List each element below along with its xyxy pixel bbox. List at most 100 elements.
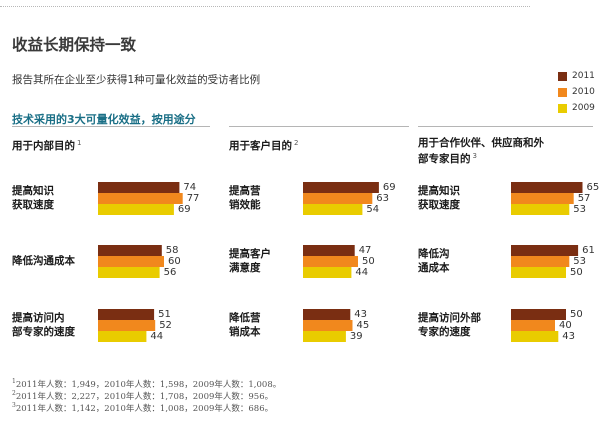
category-label-line: 专家的速度 — [418, 326, 471, 338]
section-heading: 技术采用的3大可量化效益，按用途分 — [12, 113, 196, 126]
bar-2010 — [303, 193, 373, 204]
category-label: 提高知识 获取速度 — [12, 184, 54, 212]
category-label: 提高营 销效能 — [229, 184, 261, 212]
bar-2010 — [303, 320, 353, 331]
footnote-mark: 2 — [12, 390, 16, 398]
bar-2010 — [511, 320, 555, 331]
category-label: 降低沟通成本 — [418, 247, 450, 275]
category-label: 提高访问外部 专家的速度 — [418, 311, 481, 339]
bar-value-label: 63 — [376, 193, 390, 204]
legend-item-2009: 2009 — [558, 100, 595, 116]
legend-label-2011: 2011 — [572, 71, 595, 81]
bar-2011 — [98, 309, 155, 320]
bar-value-label: 69 — [382, 182, 396, 193]
bar-value-label: 77 — [186, 193, 200, 204]
panel-title-customer: 用于客户目的 2 — [229, 137, 419, 153]
footnote-3: 32011年人数：1,142，2010年人数：1,008，2009年人数：686… — [12, 402, 273, 414]
category-label-line: 部专家的速度 — [12, 326, 75, 338]
bar-2011 — [303, 245, 355, 256]
bar-value-label: 47 — [358, 245, 372, 256]
bar-value-label: 50 — [570, 309, 583, 320]
panel-title-partner: 用于合作伙伴、供应商和外 部专家目的 3 — [418, 137, 593, 166]
category-label: 提高知识 获取速度 — [418, 184, 460, 212]
bar-value-label: 65 — [586, 182, 600, 193]
bar-2011 — [98, 245, 162, 256]
bar-value-label: 45 — [356, 320, 370, 331]
bar-value-label: 69 — [177, 204, 191, 215]
category-label-line: 提高知识 — [12, 185, 54, 197]
bar-2010 — [511, 193, 574, 204]
category-label-line: 提高客户 — [229, 248, 271, 260]
category-label-line: 提高访问外部 — [418, 312, 481, 324]
footnote-marker: 1 — [77, 139, 82, 147]
panel-title-line: 用于客户目的 — [229, 140, 292, 152]
page-title: 收益长期保持一致 — [12, 36, 137, 54]
bar-value-label: 44 — [355, 267, 369, 278]
bar-2010 — [98, 193, 183, 204]
legend-label-2009: 2009 — [572, 103, 595, 113]
legend-item-2011: 2011 — [558, 68, 595, 84]
bar-2009 — [98, 204, 174, 215]
bar-2011 — [511, 245, 579, 256]
footnote-text: 2011年人数：1,142，2010年人数：1,008，2009年人数：686。 — [15, 404, 274, 414]
bar-2009 — [98, 267, 160, 278]
bar-value-label: 51 — [158, 309, 171, 320]
category-label-line: 获取速度 — [418, 199, 460, 211]
legend-swatch-2010 — [558, 87, 567, 97]
bar-value-label: 53 — [573, 204, 587, 215]
category-label-line: 获取速度 — [12, 199, 54, 211]
chart-subtitle: 报告其所在企业至少获得1种可量化效益的受访者比例 — [12, 74, 261, 86]
category-label-line: 销效能 — [229, 199, 261, 211]
bar-2010 — [303, 256, 358, 267]
category-label-line: 销成本 — [229, 326, 261, 338]
bar-value-label: 43 — [354, 309, 368, 320]
category-label-line: 通成本 — [418, 262, 450, 274]
category-label: 提高访问内部专家的速度 — [12, 311, 75, 339]
bar-2011 — [98, 182, 180, 193]
bar-value-label: 44 — [150, 331, 164, 342]
legend: 2011 2010 2009 — [558, 68, 595, 116]
bar-value-label: 61 — [582, 245, 595, 256]
bar-value-label: 58 — [165, 245, 179, 256]
bar-value-label: 50 — [362, 256, 375, 267]
bar-2009 — [511, 267, 566, 278]
bar-value-label: 54 — [366, 204, 380, 215]
top-dotted-rule — [0, 6, 530, 7]
category-label-line: 降低沟 — [418, 248, 450, 260]
footnote-text: 2011年人数：1,949，2010年人数：1,598，2009年人数：1,00… — [15, 380, 282, 390]
footnote-marker: 2 — [294, 139, 299, 147]
category-label: 提高客户 满意度 — [229, 247, 271, 275]
bar-2009 — [303, 204, 363, 215]
category-label-line: 提高知识 — [418, 185, 460, 197]
bar-value-label: 50 — [570, 267, 583, 278]
bar-2009 — [98, 331, 147, 342]
bar-2009 — [511, 204, 570, 215]
footnote-2: 22011年人数：2,227，2010年人数：1,708，2009年人数：956… — [12, 390, 273, 402]
bar-2011 — [511, 182, 583, 193]
bar-2011 — [511, 309, 566, 320]
footnote-text: 2011年人数：2,227，2010年人数：1,708，2009年人数：956。 — [15, 392, 274, 402]
bar-2010 — [98, 320, 156, 331]
bar-2009 — [511, 331, 559, 342]
bar-value-label: 60 — [168, 256, 181, 267]
footnote-mark: 1 — [12, 378, 16, 386]
bar-2011 — [303, 309, 351, 320]
legend-swatch-2011 — [558, 71, 567, 81]
bar-2010 — [98, 256, 164, 267]
legend-label-2010: 2010 — [572, 87, 595, 97]
category-label-line: 降低营 — [229, 312, 261, 324]
category-label-line: 满意度 — [229, 262, 261, 274]
category-label-line: 提高营 — [229, 185, 261, 197]
category-label: 降低营 销成本 — [229, 311, 261, 339]
panel-divider-internal — [12, 126, 210, 127]
footnote-mark: 3 — [12, 402, 16, 410]
footnote-1: 12011年人数：1,949，2010年人数：1,598，2009年人数：1,0… — [12, 378, 281, 390]
legend-swatch-2009 — [558, 103, 567, 113]
bar-2010 — [511, 256, 570, 267]
bar-value-label: 53 — [573, 256, 587, 267]
panel-divider-customer — [229, 126, 409, 127]
panel-title-line: 用于内部目的 — [12, 140, 75, 152]
category-label-line: 提高访问内 — [12, 312, 65, 324]
bar-value-label: 52 — [159, 320, 172, 331]
